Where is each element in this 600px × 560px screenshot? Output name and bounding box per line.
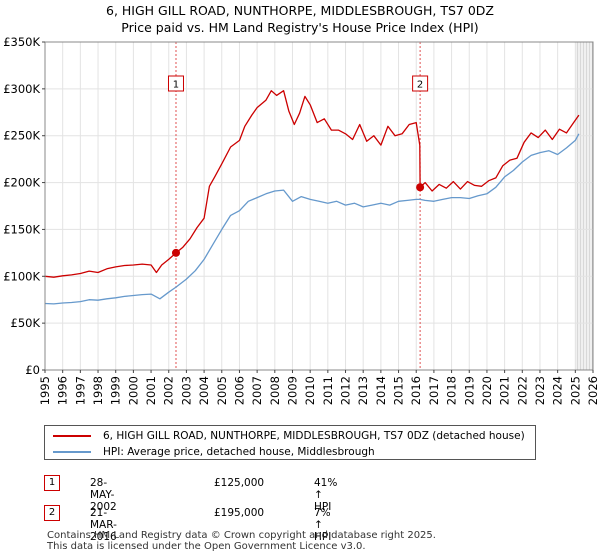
y-tick-label: £250K	[3, 129, 40, 143]
x-tick-label: 1998	[91, 376, 105, 405]
sale-marker-box	[167, 75, 184, 92]
x-tick-label: 2000	[126, 376, 140, 405]
footer-licence: This data is licensed under the Open Gov…	[47, 541, 366, 552]
chart-title-block: 6, HIGH GILL ROAD, NUNTHORPE, MIDDLESBRO…	[0, 2, 600, 36]
sale-marker-label: 2	[417, 80, 423, 91]
x-tick-label: 2018	[445, 376, 459, 405]
plot-area	[45, 42, 593, 370]
y-tick-label: £300K	[3, 82, 40, 96]
sale-hpi-change: 41% ↑ HPI	[314, 477, 338, 513]
y-tick-label: £0	[25, 363, 40, 377]
axes: £0 £50K £100K £150K £200K £250K £300K £350K 1995…	[3, 35, 600, 405]
sale-price: £195,000	[214, 507, 265, 519]
x-tick-label: 2013	[356, 376, 370, 405]
x-tick-label: 2010	[303, 376, 317, 405]
sale-hpi-change: 7% ↑ HPI	[314, 507, 332, 543]
x-tick-label: 1997	[73, 376, 87, 405]
x-tick-label: 2006	[232, 376, 246, 405]
x-tick-label: 2019	[462, 376, 476, 405]
x-tick-label: 2002	[162, 376, 176, 405]
legend-label-property: 6, HIGH GILL ROAD, NUNTHORPE, MIDDLESBRO…	[103, 430, 525, 442]
hpi-series-line	[44, 133, 580, 305]
plot-background	[45, 42, 593, 370]
x-tick-label: 2009	[285, 376, 299, 405]
sale-price: £125,000	[214, 477, 265, 489]
y-tick-label: £50K	[11, 316, 41, 330]
chart-subtitle: Price paid vs. HM Land Registry's House …	[121, 20, 479, 35]
sale-marker-label: 1	[173, 80, 179, 91]
y-tick-label: £150K	[3, 222, 40, 236]
x-tick-label: 2014	[374, 376, 388, 405]
property-series-line	[44, 90, 580, 278]
x-tick-label: 2026	[586, 376, 600, 405]
x-tick-label: 1999	[109, 376, 123, 405]
grid	[44, 41, 594, 371]
legend-item-property: 6, HIGH GILL ROAD, NUNTHORPE, MIDDLESBRO…	[53, 428, 525, 444]
x-tick-label: 2020	[480, 376, 494, 405]
y-tick-label: £200K	[3, 176, 40, 190]
y-tick-label: £350K	[3, 35, 40, 49]
legend-label-hpi: HPI: Average price, detached house, Midd…	[103, 446, 375, 458]
x-tick-label: 2017	[427, 376, 441, 405]
footer: Contains HM Land Registry data © Crown c…	[47, 530, 436, 552]
x-tick-label: 2015	[392, 376, 406, 405]
legend-swatch-hpi	[53, 451, 91, 453]
x-tick-label: 2023	[533, 376, 547, 405]
series-lines	[44, 90, 580, 305]
sale-number-badge: 2	[44, 505, 60, 521]
x-tick-label: 2016	[409, 376, 423, 405]
sale-point	[416, 183, 425, 192]
x-tick-label: 1996	[56, 376, 70, 405]
legend: 6, HIGH GILL ROAD, NUNTHORPE, MIDDLESBRO…	[44, 425, 536, 460]
sale-marker-box	[412, 75, 429, 92]
price-chart: £0 £50K £100K £150K £200K £250K £300K £350K 1995…	[3, 35, 600, 405]
x-tick-label: 1995	[38, 376, 52, 405]
x-tick-label: 2005	[215, 376, 229, 405]
plot-frame	[44, 41, 594, 371]
x-tick-label: 2022	[515, 376, 529, 405]
sale-date: 28-MAY-2002	[90, 477, 117, 513]
chart-title: 6, HIGH GILL ROAD, NUNTHORPE, MIDDLESBRO…	[106, 3, 494, 18]
legend-item-hpi: HPI: Average price, detached house, Midd…	[53, 444, 375, 460]
y-tick-label: £100K	[3, 269, 40, 283]
sale-point	[171, 248, 180, 257]
future-shade	[575, 42, 593, 370]
x-tick-label: 2024	[551, 376, 565, 405]
x-tick-label: 2001	[144, 376, 158, 405]
footer-copyright: Contains HM Land Registry data © Crown c…	[47, 530, 436, 541]
x-tick-label: 2021	[498, 376, 512, 405]
legend-swatch-property	[53, 435, 91, 437]
x-tick-label: 2012	[339, 376, 353, 405]
sale-date: 21-MAR-2016	[90, 507, 117, 543]
x-tick-label: 2003	[179, 376, 193, 405]
x-tick-label: 2008	[268, 376, 282, 405]
x-tick-label: 2007	[250, 376, 264, 405]
x-tick-label: 2011	[321, 376, 335, 405]
sale-number-badge: 1	[44, 475, 60, 491]
x-tick-label: 2025	[568, 376, 582, 405]
x-tick-label: 2004	[197, 376, 211, 405]
